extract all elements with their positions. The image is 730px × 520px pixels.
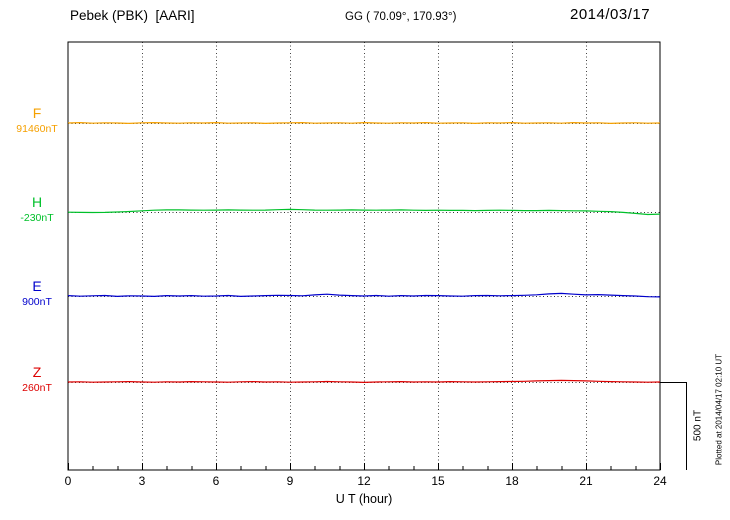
x-tick-label: 0 [64,474,72,488]
trace-letter-F: F [32,105,42,121]
trace-label-E: E 900nT [6,279,68,308]
trace-baseline-value-F: 91460nT [16,123,58,135]
x-tick-label: 21 [579,474,593,488]
trace-baseline-value-Z: 260nT [22,382,52,394]
trace-letter-H: H [31,194,43,210]
trace-label-H: H -230nT [6,195,68,224]
station-title: Pebek (PBK) [AARI] [70,8,195,23]
plotted-at-note: Plotted at 2014/04/17 02:10 UT [714,353,724,466]
geographic-coordinates: GG ( 70.09°, 170.93°) [345,11,457,23]
x-tick-label: 9 [286,474,294,488]
x-tick-label: 12 [357,474,371,488]
x-tick-label: 24 [653,474,667,488]
x-tick-label: 18 [505,474,519,488]
x-axis-label: U T (hour) [335,492,393,506]
trace-F [67,121,661,125]
trace-letter-Z: Z [32,364,42,380]
trace-baseline-value-E: 900nT [22,296,52,308]
amplitude-scale-label: 500 nT [692,409,704,442]
trace-label-Z: Z 260nT [6,365,68,394]
trace-H [67,208,661,216]
trace-Z [67,379,661,384]
x-tick-label: 6 [212,474,220,488]
trace-label-F: F 91460nT [6,106,68,135]
x-tick-label: 15 [431,474,445,488]
trace-letter-E: E [32,278,42,294]
trace-baseline-value-H: -230nT [20,212,54,224]
trace-E [67,292,661,298]
x-tick-label: 3 [138,474,146,488]
plot-date: 2014/03/17 [570,6,651,23]
